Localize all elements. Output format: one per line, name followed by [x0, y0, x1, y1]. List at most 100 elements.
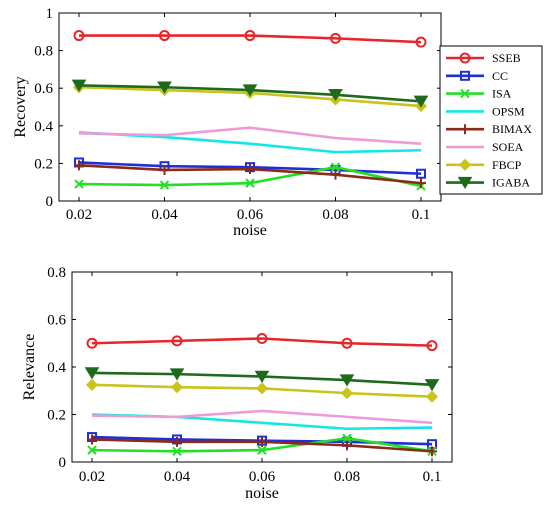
- relevance-x-tick-label: 0.06: [249, 469, 276, 485]
- recovery-point-bimax: [159, 164, 170, 175]
- recovery-point-isa: [159, 180, 170, 190]
- recovery-point-isa: [330, 162, 341, 172]
- recovery-y-tick-label: 0.4: [34, 119, 53, 135]
- recovery-chart: 0.02 0.04 0.06 0.08 0.100.20.40.60.81 noise …: [12, 6, 442, 239]
- legend-marker-cc: [460, 70, 470, 81]
- relevance-point-bimax: [427, 446, 437, 457]
- relevance-y-tick-label: 0.4: [47, 360, 66, 376]
- recovery-point-igaba: [242, 84, 258, 97]
- relevance-x-tick-label: 0.1: [423, 469, 442, 485]
- relevance-point-sseb: [426, 340, 438, 352]
- recovery-point-sseb: [330, 32, 341, 44]
- relevance-point-sseb: [341, 337, 353, 349]
- recovery-point-igaba: [413, 95, 429, 108]
- relevance-x-tick-label: 0.08: [334, 469, 360, 485]
- relevance-point-bimax: [87, 434, 97, 445]
- relevance-y-tick-label: 0.8: [47, 265, 66, 281]
- legend-label-sseb: SSEB: [492, 51, 521, 65]
- recovery-series-soea: [78, 126, 422, 145]
- legend-item-bimax: BIMAX: [446, 122, 532, 136]
- relevance-y-tick-label: 0: [59, 455, 67, 471]
- legend-marker-igaba: [457, 176, 473, 190]
- relevance-series-bimax: [87, 434, 437, 457]
- legend-label-cc: CC: [492, 69, 508, 83]
- recovery-point-sseb: [415, 36, 427, 48]
- relevance-point-igaba: [254, 370, 270, 383]
- relevance-x-axis-label: noise: [245, 485, 279, 502]
- legend-item-soea: SOEA: [446, 140, 524, 154]
- recovery-line-soea: [78, 126, 422, 145]
- relevance-point-igaba: [339, 374, 355, 387]
- relevance-series-fbcp: [85, 378, 439, 403]
- recovery-point-sseb: [159, 30, 170, 42]
- recovery-point-sseb: [73, 30, 85, 42]
- relevance-point-sseb: [86, 337, 98, 349]
- relevance-point-isa: [172, 446, 182, 457]
- recovery-y-tick-label: 1: [46, 6, 54, 22]
- recovery-point-bimax: [416, 178, 426, 189]
- legend-box: [439, 45, 543, 195]
- recovery-point-igaba: [328, 89, 343, 102]
- recovery-series-sseb: [73, 30, 427, 48]
- relevance-point-isa: [257, 445, 267, 455]
- relevance-y-axis-label: Relevance: [21, 334, 38, 401]
- relevance-point-igaba: [84, 367, 100, 380]
- relevance-point-igaba: [424, 379, 440, 392]
- recovery-point-sseb: [244, 30, 256, 42]
- relevance-line-soea: [91, 409, 433, 425]
- relevance-plot-area: [71, 271, 453, 463]
- legend-item-cc: CC: [446, 69, 508, 83]
- relevance-point-fbcp: [170, 381, 184, 394]
- relevance-series-sseb: [86, 333, 438, 352]
- legend-label-opsm: OPSM: [492, 104, 525, 118]
- recovery-y-tick-label: 0.6: [34, 81, 53, 97]
- legend-item-opsm: OPSM: [446, 104, 525, 118]
- recovery-series-bimax: [74, 160, 426, 189]
- relevance-point-fbcp: [340, 387, 354, 400]
- relevance-line-sseb: [91, 337, 433, 347]
- relevance-series-igaba: [84, 367, 440, 392]
- relevance-x-tick-label: 0.04: [164, 469, 191, 485]
- recovery-point-isa: [74, 179, 84, 189]
- legend-label-isa: ISA: [492, 87, 512, 101]
- legend-label-bimax: BIMAX: [492, 122, 532, 136]
- recovery-point-igaba: [71, 79, 87, 92]
- relevance-point-bimax: [172, 436, 182, 447]
- relevance-y-tick-label: 0.6: [47, 313, 66, 329]
- legend-marker-bimax: [460, 124, 470, 135]
- relevance-point-fbcp: [255, 382, 269, 395]
- recovery-y-tick-label: 0.2: [34, 156, 53, 172]
- recovery-y-axis-label: Recovery: [12, 76, 29, 137]
- relevance-point-bimax: [257, 436, 267, 447]
- recovery-point-isa: [245, 178, 255, 188]
- relevance-x-tick-label: 0.02: [79, 469, 105, 485]
- legend-marker-fbcp: [458, 158, 472, 171]
- recovery-point-bimax: [330, 169, 341, 180]
- recovery-x-tick-label: 0.08: [322, 207, 348, 223]
- recovery-x-tick-label: 0.04: [151, 207, 178, 223]
- legend-item-isa: ISA: [446, 87, 512, 101]
- relevance-point-sseb: [171, 335, 183, 347]
- relevance-point-bimax: [342, 440, 352, 451]
- legend: SSEB CC ISA OPSM BIMAX SOEA FBCP IGABA: [439, 45, 543, 195]
- relevance-point-isa: [342, 433, 352, 443]
- relevance-point-isa: [87, 445, 97, 455]
- legend-label-igaba: IGABA: [492, 176, 530, 190]
- legend-marker-sseb: [459, 52, 471, 64]
- relevance-point-fbcp: [425, 390, 439, 403]
- recovery-point-cc: [416, 168, 426, 179]
- recovery-point-igaba: [157, 81, 172, 94]
- recovery-y-tick-label: 0.8: [34, 44, 53, 60]
- legend-label-fbcp: FBCP: [492, 158, 522, 172]
- relevance-point-fbcp: [85, 378, 99, 391]
- recovery-series-isa: [74, 162, 426, 191]
- recovery-x-tick-label: 0.06: [237, 207, 264, 223]
- legend-marker-isa: [460, 88, 470, 99]
- recovery-point-bimax: [245, 164, 255, 175]
- relevance-point-igaba: [169, 368, 185, 381]
- legend-item-igaba: IGABA: [446, 176, 530, 190]
- recovery-x-axis-label: noise: [233, 222, 267, 239]
- recovery-line-sseb: [79, 34, 422, 44]
- recovery-point-bimax: [74, 160, 84, 171]
